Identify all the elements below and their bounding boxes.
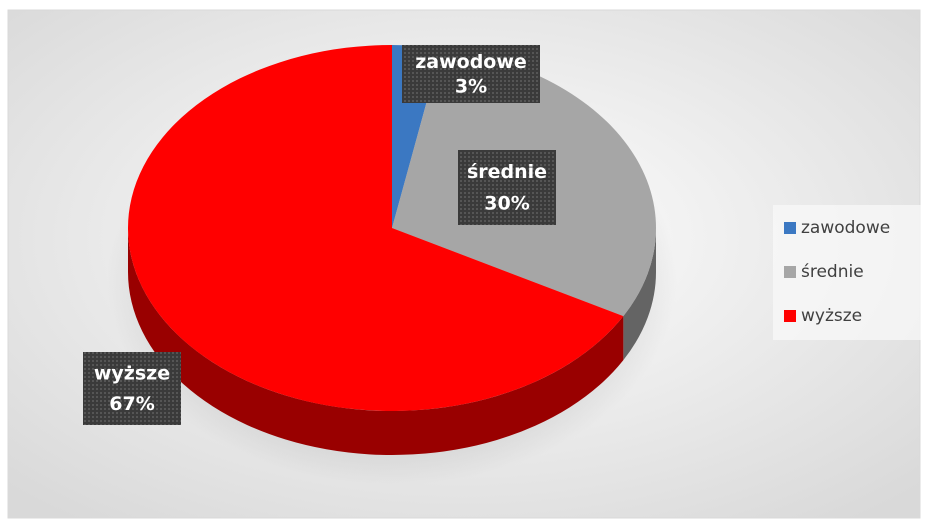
- legend-entries: zawodowe średnie wyższe: [784, 218, 890, 326]
- legend-label: wyższe: [801, 306, 862, 326]
- pie: [128, 44, 656, 456]
- data-label-category: średnie: [467, 161, 547, 183]
- legend-label: zawodowe: [801, 218, 890, 238]
- data-label-category: zawodowe: [415, 51, 527, 73]
- legend-swatch: [784, 266, 796, 278]
- legend-swatch: [784, 222, 796, 234]
- slice-side: [128, 228, 624, 456]
- data-label-box: [83, 352, 181, 425]
- data-label-box: [402, 45, 540, 103]
- slice: [128, 44, 624, 412]
- data-label-category: wyższe: [94, 362, 170, 384]
- data-label-value: 67%: [109, 393, 154, 415]
- data-label-value: 30%: [484, 193, 529, 215]
- legend-label: średnie: [801, 262, 864, 282]
- slice-side: [623, 228, 656, 361]
- data-label-box: [458, 150, 556, 225]
- legend-swatch: [784, 310, 796, 322]
- data-label-value: 3%: [455, 75, 487, 97]
- legend: [773, 205, 921, 340]
